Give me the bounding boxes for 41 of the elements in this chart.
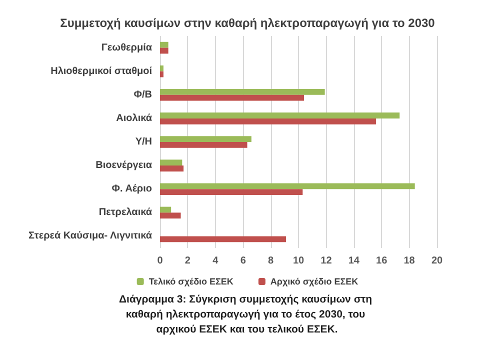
x-tick-label: 10 [292, 256, 304, 266]
bar [160, 136, 252, 142]
x-tick-label: 6 [240, 256, 246, 266]
bar [160, 94, 304, 101]
y-tick-label: Φ/Β [134, 89, 152, 100]
y-tick-label: Γεωθερμία [101, 42, 153, 54]
bar [160, 236, 286, 242]
x-tick-label: 18 [404, 256, 416, 266]
bar [160, 42, 168, 48]
y-tick-label: Ηλιοθερμικοί σταθμοί [50, 66, 152, 77]
bar [160, 89, 325, 95]
legend-label: Τελικό σχέδιο ΕΣΕΚ [148, 276, 234, 286]
bar [160, 112, 400, 118]
bar [160, 212, 181, 219]
bar [160, 166, 184, 172]
y-tick-label: Βιοενέργεια [96, 160, 153, 172]
bar [160, 71, 164, 78]
x-tick-label: 0 [157, 256, 164, 266]
x-tick-label: 4 [212, 256, 219, 266]
x-tick-label: 16 [376, 256, 388, 266]
x-tick-label: 12 [320, 256, 332, 266]
bar [160, 189, 303, 195]
y-tick-label: Υ/Η [135, 136, 152, 148]
bar [160, 118, 376, 124]
x-tick-label: 20 [431, 256, 443, 266]
y-tick-label: Στερεά Καύσιμα- Λιγνιτικά [28, 230, 153, 242]
x-tick-label: 8 [268, 256, 274, 266]
y-tick-label: Πετρελαικά [98, 207, 153, 218]
bar [160, 183, 415, 190]
bar [160, 160, 182, 166]
x-tick-label: 2 [184, 256, 191, 266]
bar [160, 65, 164, 72]
x-tick-label: 14 [348, 256, 360, 266]
text: Διάγραμμα 3: Σύγκριση συμμετοχής καυσίμων στη καθαρή ηλεκτροπαραγωγή για το έτος 2030, του αρχικού ΕΣΕΚ και του τελικού ΕΣΕΚ. [118, 294, 376, 336]
y-tick-label: Αιολικά [116, 112, 153, 124]
bar [160, 48, 168, 54]
chart-title: Συμμετοχή καυσίμων στην καθαρή ηλεκτροπαραγωγή για το 2030 [60, 16, 436, 30]
bar [160, 206, 172, 213]
y-tick-label: Φ. Αέριο [112, 184, 152, 195]
bar [160, 142, 248, 148]
legend-label: Αρχικό σχέδιο ΕΣΕΚ [270, 276, 359, 286]
